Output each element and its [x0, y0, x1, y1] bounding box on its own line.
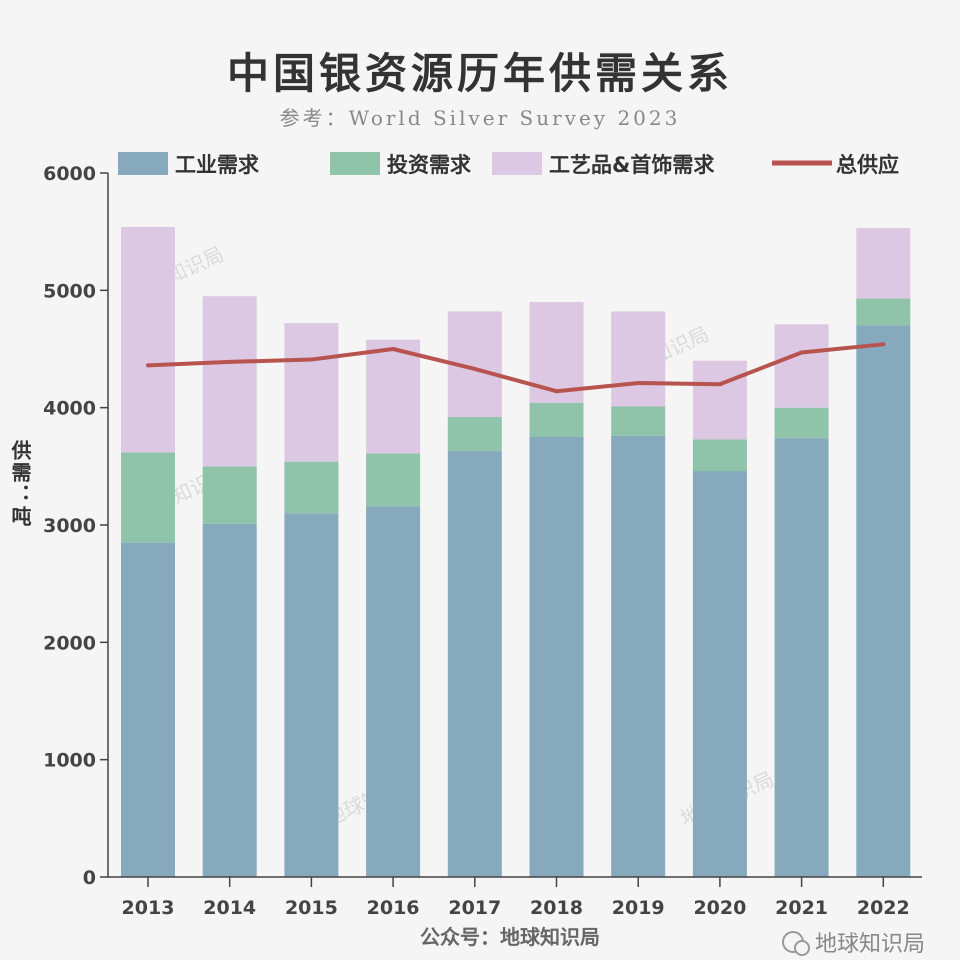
x-tick-label-2019: 2019	[612, 897, 665, 919]
bar-2018-series-1	[529, 402, 584, 437]
supply-point-2015	[309, 357, 314, 362]
bar-2018-series-0	[529, 437, 584, 877]
x-tick-label-2021: 2021	[775, 897, 828, 919]
bar-2014-series-2	[202, 296, 257, 467]
bar-2015-series-2	[284, 323, 339, 462]
bar-2022-series-0	[856, 325, 911, 877]
y-tick-label-5000: 5000	[43, 280, 96, 302]
supply-point-2021	[799, 350, 804, 355]
y-tick-label-6000: 6000	[43, 163, 96, 185]
bar-2013-series-2	[121, 226, 175, 453]
x-tick-label-2015: 2015	[285, 897, 338, 919]
x-tick-label-2022: 2022	[857, 897, 910, 919]
supply-line	[147, 342, 884, 394]
supply-point-2016	[391, 347, 396, 351]
y-tick-label-3000: 3000	[43, 515, 96, 537]
bar-2016-series-0	[366, 506, 421, 877]
bar-2019-series-0	[611, 435, 666, 877]
supply-point-2013	[146, 363, 150, 368]
y-tick-label-1000: 1000	[43, 750, 96, 772]
supply-point-2014	[227, 359, 232, 364]
bar-2014-series-1	[202, 466, 257, 524]
bar-2020-series-2	[692, 360, 747, 440]
x-tick-label-2016: 2016	[367, 897, 420, 919]
bar-2019-series-1	[611, 406, 666, 436]
brand-logo: 地球知识局	[782, 931, 925, 957]
bar-2022-series-1	[856, 298, 911, 326]
y-tick-label-0: 0	[83, 867, 96, 889]
supply-point-2022	[881, 342, 886, 347]
x-tick-label-2014: 2014	[203, 897, 256, 919]
x-tick-label-2017: 2017	[448, 897, 501, 919]
bar-2019-series-2	[611, 311, 666, 407]
bar-2014-series-0	[202, 523, 257, 877]
brand-text: 地球知识局	[815, 932, 925, 957]
bar-2017-series-1	[447, 417, 502, 452]
bar-2021-series-0	[774, 438, 829, 877]
bar-2021-series-1	[774, 407, 829, 439]
bar-2016-series-1	[366, 453, 421, 507]
supply-point-2017	[472, 366, 477, 371]
legend-label-0: 工业需求	[175, 153, 259, 177]
x-tick-label-2018: 2018	[530, 897, 583, 919]
legend: 工业需求 投资需求 工艺品&首饰需求 总供应	[118, 152, 899, 177]
chart-subtitle: 参考：World Silver Survey 2023	[279, 106, 681, 130]
bar-2020-series-1	[692, 439, 747, 472]
y-tick-label-2000: 2000	[43, 632, 96, 654]
legend-swatch-0	[118, 152, 168, 175]
legend-swatch-2	[492, 152, 542, 175]
legend-label-3: 总供应	[836, 153, 899, 177]
bar-2022-series-2	[856, 228, 911, 299]
supply-point-2018	[554, 389, 559, 394]
bar-2013-series-1	[121, 452, 175, 543]
supply-point-2019	[636, 381, 641, 386]
bar-2013-series-0	[121, 542, 175, 877]
y-tick-label-4000: 4000	[43, 398, 96, 420]
legend-label-1: 投资需求	[387, 153, 471, 177]
bar-2015-series-0	[284, 513, 339, 877]
bar-2021-series-2	[774, 324, 829, 408]
y-axis-label: 供需：吨	[8, 440, 32, 528]
x-tick-label-2020: 2020	[693, 897, 746, 919]
legend-label-2: 工艺品&首饰需求	[549, 153, 714, 177]
bar-2017-series-0	[447, 451, 502, 877]
supply-line-group	[146, 342, 886, 394]
axes: 2013 2014 2015 2016 2017 2018 2019 2020 2021 2022…	[43, 163, 922, 919]
x-tick-label-2013: 2013	[122, 897, 175, 919]
bars	[121, 226, 911, 877]
source-label: 公众号：地球知识局	[420, 925, 600, 949]
legend-swatch-1	[330, 152, 380, 175]
wechat-icon-bubble	[794, 940, 810, 956]
supply-point-2020	[717, 382, 722, 387]
bar-2016-series-2	[366, 339, 421, 454]
bar-2015-series-1	[284, 461, 339, 514]
bar-2020-series-0	[692, 471, 747, 877]
chart-title: 中国银资源历年供需关系	[226, 49, 733, 98]
